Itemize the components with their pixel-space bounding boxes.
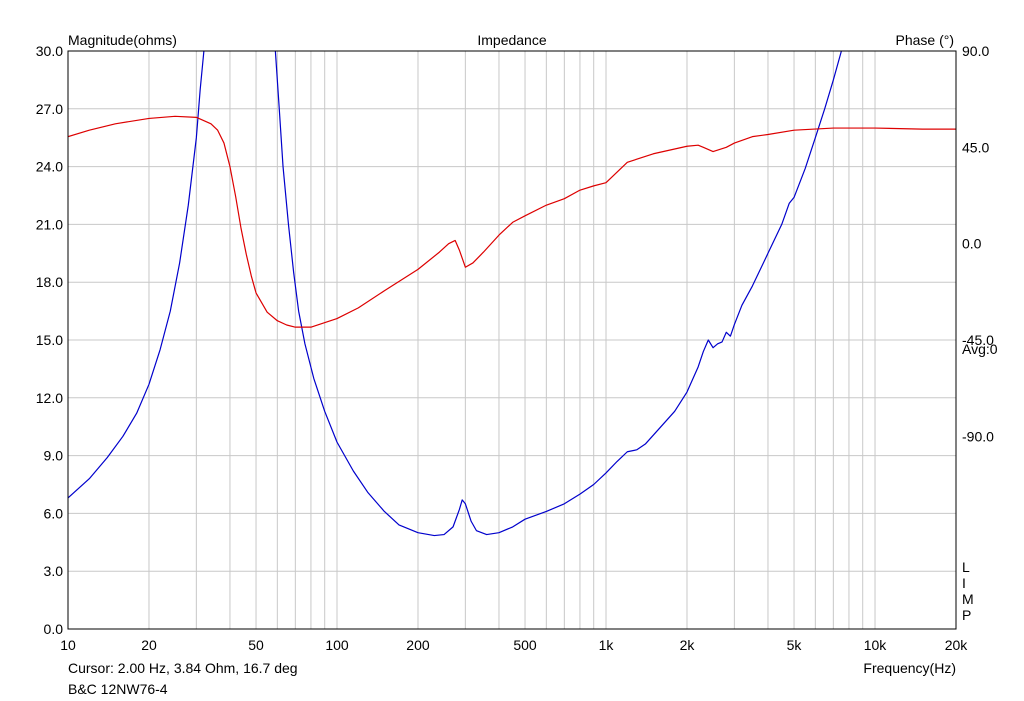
limp-letter: P bbox=[962, 607, 971, 623]
device-label: B&C 12NW76-4 bbox=[68, 681, 168, 697]
labels-layer: Impedance Magnitude(ohms) Phase (°) Freq… bbox=[36, 32, 998, 697]
x-tick-label: 1k bbox=[599, 637, 615, 653]
x-tick-label: 2k bbox=[680, 637, 696, 653]
x-tick-label: 100 bbox=[325, 637, 349, 653]
limp-letter: L bbox=[962, 559, 970, 575]
x-tick-label: 20k bbox=[945, 637, 969, 653]
right-y-tick-label: 0.0 bbox=[962, 236, 982, 252]
grid-lines bbox=[68, 51, 956, 629]
chart-title: Impedance bbox=[477, 32, 546, 48]
x-tick-label: 500 bbox=[513, 637, 537, 653]
left-y-tick-label: 18.0 bbox=[36, 274, 63, 290]
x-tick-label: 10k bbox=[864, 637, 888, 653]
right-y-tick-label: 90.0 bbox=[962, 43, 989, 59]
left-y-tick-label: 3.0 bbox=[44, 563, 64, 579]
x-tick-label: 200 bbox=[406, 637, 430, 653]
left-y-tick-label: 9.0 bbox=[44, 448, 64, 464]
magnitude-curve-0 bbox=[68, 51, 205, 499]
series-layer bbox=[68, 51, 956, 537]
phase-average-label: Avg:0 bbox=[962, 341, 998, 357]
right-axis-label: Phase (°) bbox=[895, 32, 954, 48]
left-y-tick-label: 0.0 bbox=[44, 621, 64, 637]
cursor-readout: Cursor: 2.00 Hz, 3.84 Ohm, 16.7 deg bbox=[68, 660, 298, 676]
plot-border bbox=[67, 50, 957, 630]
x-tick-label: 5k bbox=[787, 637, 803, 653]
x-axis-label: Frequency(Hz) bbox=[863, 660, 956, 676]
left-y-tick-label: 21.0 bbox=[36, 216, 63, 232]
limp-letter: I bbox=[962, 575, 966, 591]
left-y-tick-label: 24.0 bbox=[36, 159, 63, 175]
phase-curve-2 bbox=[68, 115, 956, 328]
right-y-tick-label: 45.0 bbox=[962, 139, 989, 155]
left-y-tick-label: 6.0 bbox=[44, 505, 64, 521]
x-tick-label: 20 bbox=[141, 637, 157, 653]
x-tick-label: 10 bbox=[60, 637, 76, 653]
right-y-tick-label: -45.0 bbox=[962, 332, 994, 348]
left-y-tick-label: 30.0 bbox=[36, 43, 63, 59]
left-axis-label: Magnitude(ohms) bbox=[68, 32, 177, 48]
limp-letter: M bbox=[962, 591, 974, 607]
magnitude-curve-1 bbox=[274, 51, 842, 537]
left-y-tick-label: 12.0 bbox=[36, 390, 63, 406]
left-y-tick-label: 27.0 bbox=[36, 101, 63, 117]
left-y-tick-label: 15.0 bbox=[36, 332, 63, 348]
right-y-tick-label: -90.0 bbox=[962, 428, 994, 444]
x-tick-label: 50 bbox=[248, 637, 264, 653]
